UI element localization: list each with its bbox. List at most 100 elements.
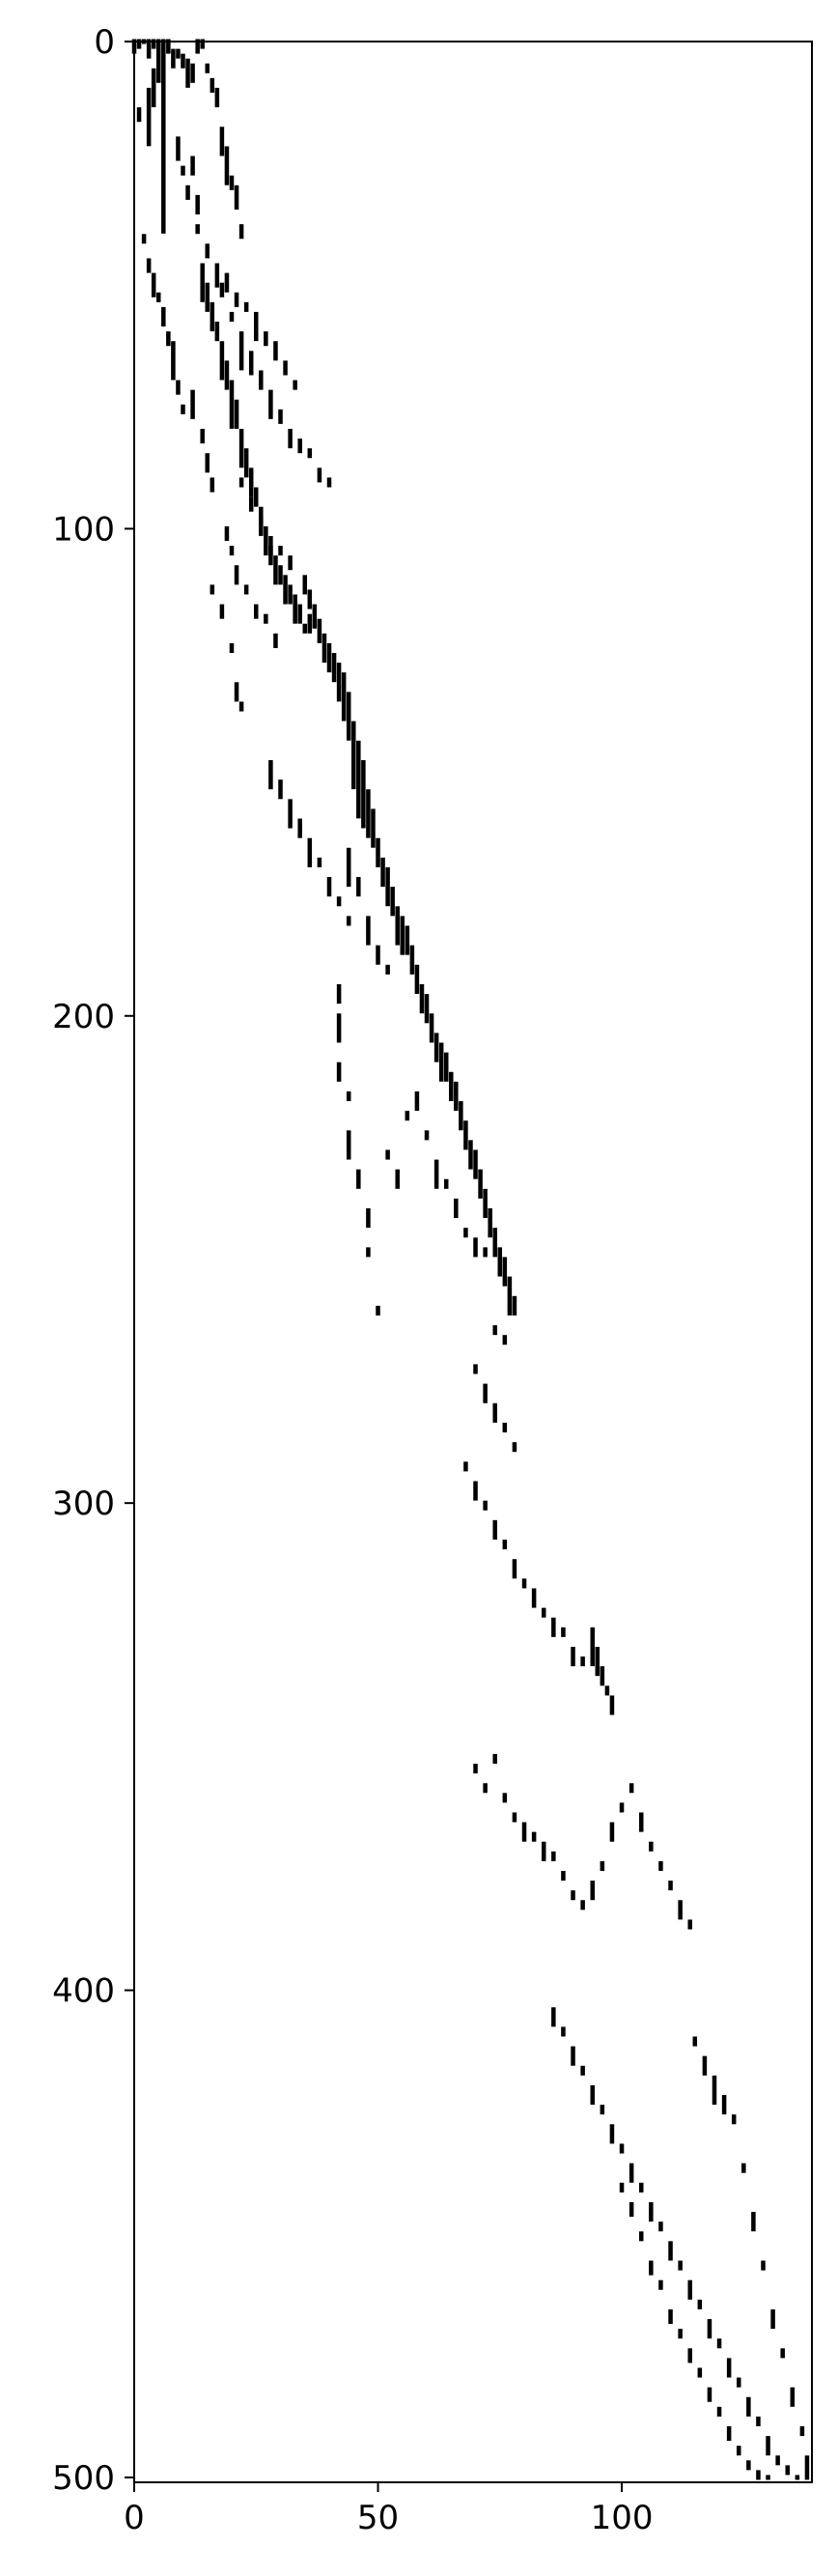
x-tick-label: 50: [357, 2499, 399, 2537]
nonzero-segment: [400, 916, 405, 955]
nonzero-segment: [600, 1666, 605, 1686]
nonzero-segment: [492, 1325, 497, 1336]
nonzero-segment: [185, 58, 190, 88]
nonzero-segment: [224, 360, 230, 390]
nonzero-segment: [609, 2124, 615, 2144]
nonzero-segment: [761, 2260, 766, 2271]
nonzero-segment: [366, 1247, 371, 1258]
nonzero-segment: [473, 1481, 478, 1501]
nonzero-segment: [638, 2182, 644, 2193]
nonzero-segment: [356, 877, 361, 897]
nonzero-segment: [366, 916, 371, 946]
nonzero-segment: [473, 1764, 478, 1774]
plot-area: [131, 39, 812, 2482]
nonzero-segment: [502, 1793, 508, 1803]
nonzero-segment: [278, 409, 283, 424]
nonzero-segment: [658, 2222, 663, 2232]
nonzero-segment: [317, 618, 322, 643]
nonzero-segment: [366, 789, 371, 838]
nonzero-segment: [561, 1870, 566, 1882]
nonzero-segment: [790, 2387, 796, 2407]
nonzero-segment: [687, 2348, 692, 2364]
nonzero-segment: [454, 1198, 459, 1219]
nonzero-segment: [571, 2046, 575, 2066]
x-tick-label: 100: [591, 2499, 654, 2537]
nonzero-segment: [219, 604, 225, 619]
nonzero-segment: [151, 68, 156, 108]
nonzero-segment: [356, 1169, 361, 1189]
nonzero-segment: [238, 701, 244, 712]
nonzero-segment: [297, 439, 302, 454]
nonzero-segment: [317, 467, 322, 483]
nonzero-segment: [463, 1120, 468, 1150]
nonzero-segment: [248, 351, 254, 376]
nonzero-segment: [668, 1881, 673, 1891]
nonzero-segment: [478, 1169, 483, 1199]
nonzero-segment: [687, 2279, 692, 2300]
nonzero-segment: [726, 2358, 732, 2378]
nonzero-segment: [668, 2308, 673, 2325]
nonzero-segment: [219, 282, 225, 297]
nonzero-segment: [512, 1442, 517, 1453]
nonzero-segment: [385, 964, 390, 975]
nonzero-segment: [229, 642, 235, 653]
nonzero-segment: [551, 1617, 556, 1637]
nonzero-segment: [297, 818, 302, 838]
nonzero-segment: [283, 575, 288, 605]
nonzero-segment: [307, 837, 313, 867]
nonzero-segment: [234, 682, 239, 702]
nonzero-segment: [483, 1783, 488, 1794]
nonzero-segment: [200, 263, 205, 302]
nonzero-segment: [268, 546, 273, 566]
nonzero-segment: [278, 779, 283, 800]
nonzero-segment: [590, 1627, 595, 1667]
nonzero-segment: [619, 1802, 625, 1813]
nonzero-segment: [512, 1295, 517, 1316]
nonzero-segment: [628, 2163, 634, 2183]
nonzero-segment: [736, 2446, 741, 2456]
nonzero-segment: [492, 1519, 497, 1540]
nonzero-segment: [190, 156, 195, 176]
nonzero-segment: [678, 2260, 683, 2271]
nonzero-segment: [185, 184, 190, 200]
nonzero-segment: [385, 866, 390, 907]
nonzero-segment: [473, 1237, 478, 1258]
nonzero-segment: [692, 2036, 698, 2047]
nonzero-segment: [561, 2026, 566, 2037]
nonzero-segment: [155, 39, 161, 83]
nonzero-segment: [264, 331, 268, 347]
nonzero-segment: [766, 2436, 770, 2456]
nonzero-segment: [224, 272, 230, 293]
nonzero-segment: [302, 623, 308, 634]
nonzero-segment: [590, 1881, 595, 1901]
nonzero-segment: [326, 877, 332, 897]
nonzero-segment: [166, 39, 171, 54]
nonzero-segment: [214, 322, 220, 342]
nonzero-segment: [268, 759, 273, 790]
nonzero-segment: [595, 1646, 601, 1677]
nonzero-segment: [502, 1422, 508, 1433]
x-tick-label: 0: [124, 2499, 145, 2537]
nonzero-segment: [234, 565, 239, 585]
nonzero-segment: [766, 2475, 770, 2480]
nonzero-segment: [488, 1208, 492, 1238]
nonzero-segment: [473, 1364, 478, 1374]
nonzero-segment: [243, 584, 249, 595]
nonzero-segment: [405, 1111, 410, 1121]
nonzero-segment: [609, 1822, 615, 1842]
nonzero-segment: [238, 428, 244, 468]
nonzero-segment: [638, 2231, 644, 2242]
nonzero-segment: [541, 1607, 546, 1618]
nonzero-segment: [210, 584, 215, 595]
nonzero-segment: [395, 1169, 400, 1189]
nonzero-segment: [238, 331, 244, 371]
nonzero-segment: [151, 272, 156, 297]
nonzero-segment: [214, 87, 220, 108]
nonzero-segment: [697, 2367, 703, 2378]
nonzero-segment: [628, 2201, 634, 2218]
nonzero-segment: [449, 1071, 454, 1101]
nonzero-segment: [141, 234, 147, 244]
nonzero-segment: [176, 380, 181, 395]
nonzero-segment: [336, 663, 342, 702]
nonzero-segment: [268, 389, 273, 419]
